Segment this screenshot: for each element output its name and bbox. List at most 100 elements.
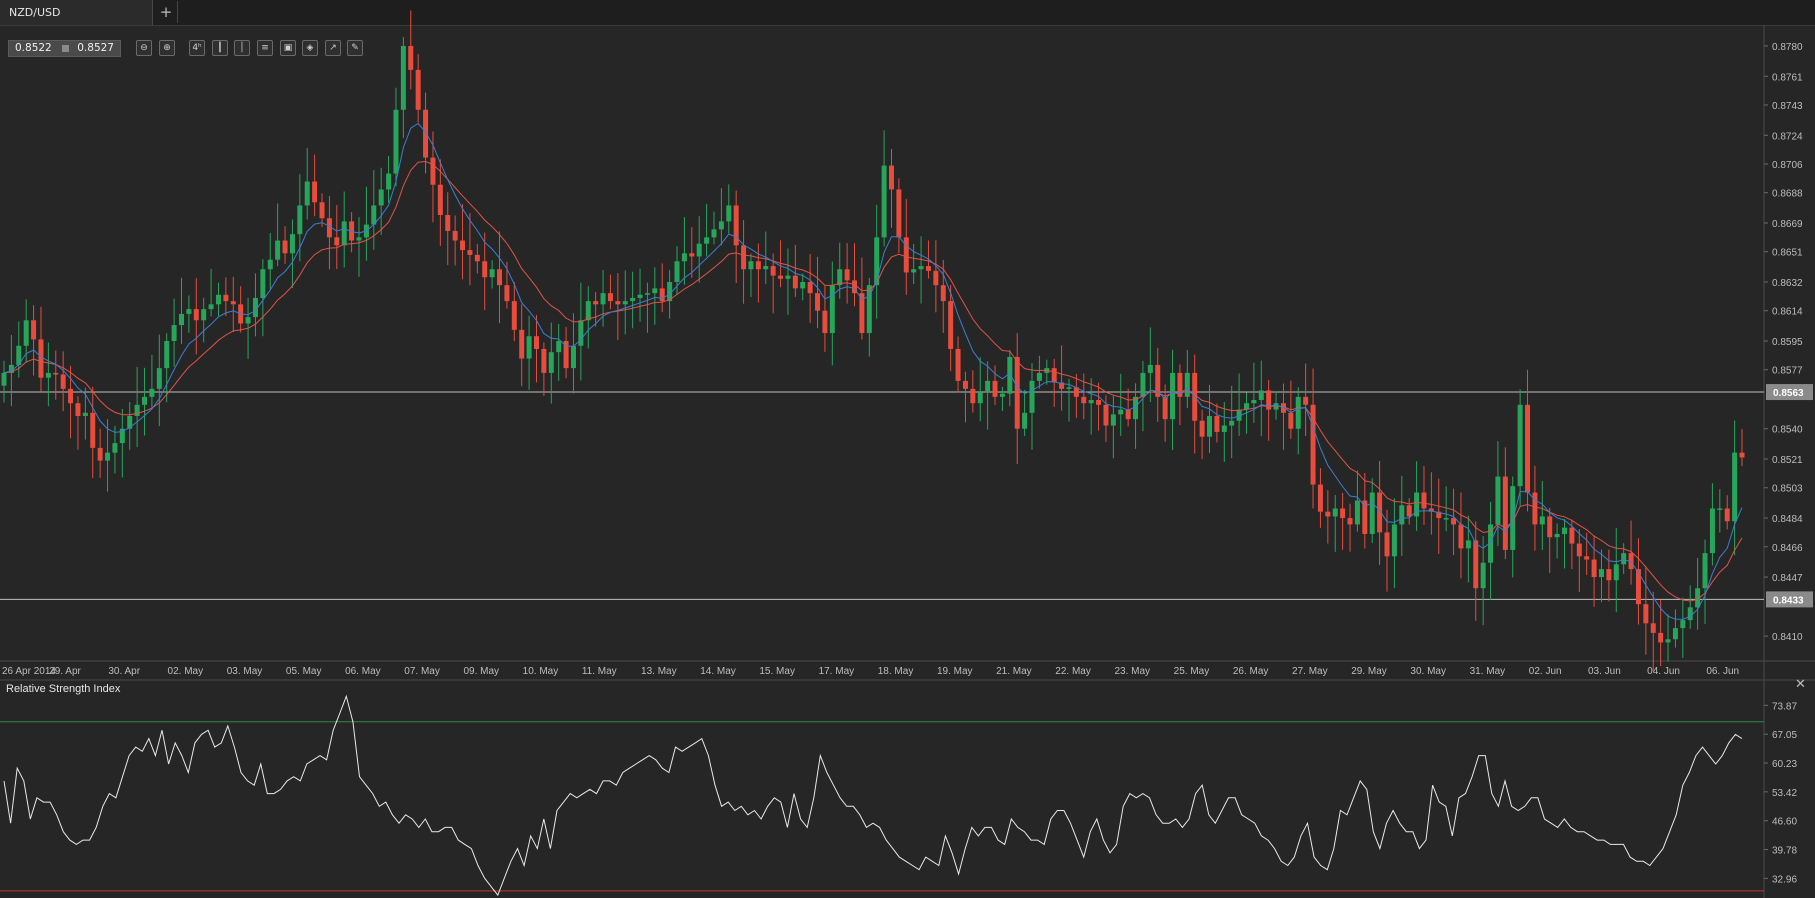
- price-tick-label: 0.8632: [1772, 278, 1803, 289]
- candle-body: [1384, 532, 1390, 557]
- candle-body: [474, 254, 480, 262]
- candle-body: [112, 443, 118, 453]
- candle-body: [1007, 356, 1013, 394]
- candle-body: [1598, 569, 1604, 578]
- candle-body: [1709, 508, 1715, 554]
- date-tick-label: 13. May: [641, 666, 677, 677]
- candle-body: [349, 221, 355, 241]
- candle-body: [1569, 527, 1575, 544]
- price-tick-label: 0.8503: [1772, 484, 1803, 495]
- level-price-tag: [1766, 591, 1813, 608]
- quote-box: 0.8522 0.8527: [8, 40, 121, 57]
- candle-body: [178, 313, 184, 326]
- candle-body: [519, 329, 525, 359]
- candle-body: [1517, 404, 1523, 487]
- candle-body: [888, 165, 894, 190]
- candle-body: [1140, 372, 1146, 397]
- candle-body: [1732, 452, 1738, 522]
- candles-icon[interactable]: ┃: [212, 40, 228, 56]
- indicators-icon[interactable]: ≡: [257, 40, 273, 56]
- candle-body: [1702, 553, 1708, 589]
- candle-body: [282, 240, 288, 254]
- draw-tool-icon[interactable]: ✎: [347, 40, 363, 56]
- candle-body: [1621, 553, 1627, 565]
- candle-body: [304, 181, 310, 206]
- candle-body: [837, 269, 843, 286]
- candle-body: [326, 218, 332, 238]
- candle-body: [985, 380, 991, 393]
- close-rsi-icon[interactable]: ✕: [1795, 677, 1806, 692]
- candle-body: [733, 205, 739, 246]
- candle-body: [482, 261, 488, 278]
- line-tool-icon[interactable]: ↗: [325, 40, 341, 56]
- candle-body: [962, 380, 968, 389]
- date-tick-label: 11. May: [582, 666, 617, 677]
- candle-body: [105, 452, 111, 461]
- rsi-tick-label: 39.78: [1772, 846, 1797, 857]
- candle-body: [925, 266, 931, 271]
- zoom-in-icon[interactable]: ⊕: [159, 40, 175, 56]
- candle-body: [1458, 524, 1464, 549]
- price-tick-label: 0.8743: [1772, 101, 1803, 112]
- candle-body: [911, 269, 917, 273]
- candle-body: [1221, 425, 1227, 432]
- candle-body: [822, 310, 828, 334]
- candle-body: [289, 234, 295, 254]
- candle-body: [408, 45, 414, 70]
- objects-icon[interactable]: ◈: [302, 40, 318, 56]
- candle-body: [142, 396, 148, 405]
- candle-body: [1613, 564, 1619, 581]
- bars-icon[interactable]: │: [234, 40, 250, 56]
- timeframe-icon[interactable]: 4ʰ: [189, 40, 205, 56]
- candle-body: [171, 325, 177, 342]
- date-tick-label: 07. May: [404, 666, 440, 677]
- candle-body: [1332, 508, 1338, 517]
- chart-type-icon[interactable]: ▣: [280, 40, 296, 56]
- date-tick-label: 14. May: [700, 666, 736, 677]
- candle-body: [644, 293, 650, 295]
- candle-body: [1495, 476, 1501, 525]
- candle-body: [637, 294, 643, 298]
- date-tick-label: 04. Jun: [1647, 666, 1680, 677]
- date-tick-label: 15. May: [759, 666, 795, 677]
- zoom-out-icon[interactable]: ⊖: [136, 40, 152, 56]
- date-tick-label: 10. May: [523, 666, 559, 677]
- candle-body: [1658, 632, 1664, 643]
- candle-body: [1184, 372, 1190, 397]
- add-tab-button[interactable]: +: [155, 1, 178, 23]
- level-price-label: 0.8563: [1773, 388, 1804, 399]
- price-tick-label: 0.8447: [1772, 573, 1803, 584]
- rsi-tick-label: 53.42: [1772, 788, 1797, 799]
- candle-body: [1443, 518, 1449, 520]
- candle-body: [156, 368, 162, 389]
- candle-body: [1584, 556, 1590, 560]
- candle-body: [1635, 569, 1641, 605]
- candle-body: [1162, 396, 1168, 420]
- candle-body: [45, 372, 51, 378]
- candle-body: [1354, 500, 1360, 525]
- candle-body: [497, 269, 503, 286]
- price-tick-label: 0.8540: [1772, 425, 1803, 436]
- date-tick-label: 02. May: [168, 666, 204, 677]
- candle-body: [1502, 476, 1508, 550]
- candle-body: [1288, 412, 1294, 429]
- candle-body: [607, 293, 613, 302]
- candle-body: [881, 165, 887, 238]
- candle-body: [1243, 403, 1249, 410]
- candle-body: [1103, 404, 1109, 426]
- candle-body: [1680, 620, 1686, 629]
- candle-body: [1391, 524, 1397, 557]
- candle-body: [1628, 553, 1634, 570]
- price-tick-label: 0.8688: [1772, 189, 1803, 200]
- candle-body: [1695, 588, 1701, 608]
- candle-body: [1325, 511, 1331, 517]
- candle-body: [866, 285, 872, 334]
- candle-body: [948, 301, 954, 349]
- candle-body: [230, 301, 236, 305]
- tab-nzdusd[interactable]: NZD/USD: [0, 0, 153, 25]
- candle-body: [341, 221, 347, 246]
- candle-body: [1739, 452, 1745, 458]
- candle-body: [763, 266, 769, 270]
- candle-body: [134, 404, 140, 416]
